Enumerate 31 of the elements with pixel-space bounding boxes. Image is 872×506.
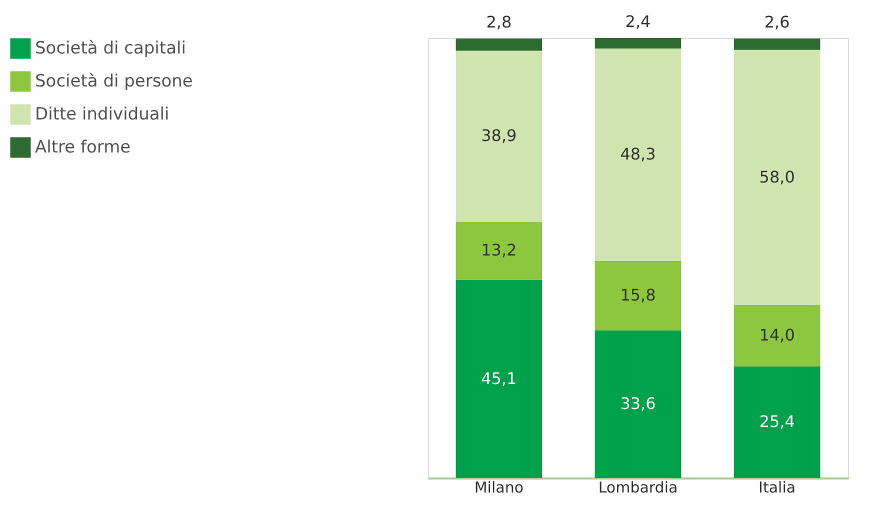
data-label: 33,6: [620, 394, 656, 414]
bar: [456, 50, 542, 222]
bar: [594, 48, 682, 261]
data-label: 58,0: [759, 167, 795, 186]
data-label: 2,6: [764, 12, 790, 32]
bar: [734, 50, 820, 305]
bar: [734, 304, 820, 366]
x-tick-label: Italia: [758, 478, 796, 496]
bar: [456, 38, 542, 51]
data-label: 25,4: [759, 412, 795, 432]
data-label: 48,3: [620, 144, 656, 164]
data-label: 2,4: [625, 12, 651, 31]
bar: [734, 38, 820, 50]
data-label: 15,8: [620, 286, 656, 305]
legend-label: Società di capitali: [35, 38, 186, 58]
bar: [594, 330, 682, 478]
bar: [456, 280, 542, 478]
x-tick-label: Milano: [474, 478, 524, 496]
legend-label: Altre forme: [35, 138, 131, 158]
legend-label: Ditte individuali: [35, 104, 170, 124]
bar: [456, 222, 542, 280]
data-label: 13,2: [481, 240, 517, 260]
data-label: 38,9: [481, 126, 517, 146]
bar: [594, 38, 682, 49]
x-tick-label: Lombardia: [598, 478, 678, 496]
data-label: 14,0: [759, 326, 795, 345]
bar: [734, 366, 820, 478]
bar: [594, 260, 682, 330]
legend-label: Società di persone: [35, 72, 193, 92]
data-label: 2,8: [486, 12, 512, 32]
data-label: 45,1: [481, 368, 517, 388]
